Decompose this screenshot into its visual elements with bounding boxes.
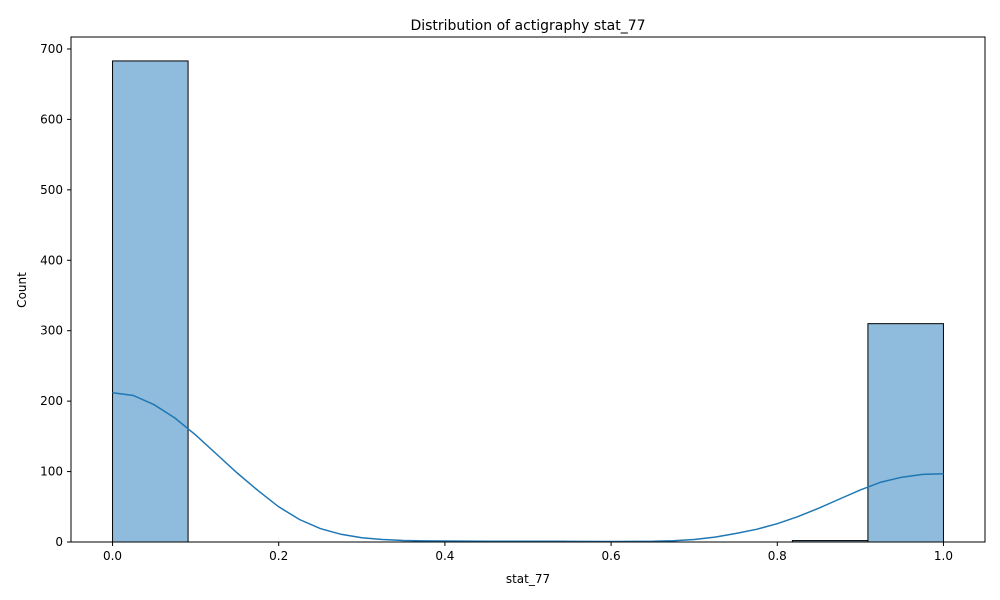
x-tick-label: 0.2 [269, 549, 288, 563]
y-tick-label: 500 [40, 183, 63, 197]
y-axis-ticks: 0 100 200 300 400 500 600 700 [40, 42, 71, 549]
y-tick-label: 0 [55, 535, 63, 549]
y-tick-label: 100 [40, 465, 63, 479]
x-axis-label: stat_77 [506, 572, 550, 586]
histogram-bar [867, 323, 944, 543]
chart-title: Distribution of actigraphy stat_77 [410, 18, 645, 34]
histogram-bar [112, 60, 189, 543]
x-tick-label: 1.0 [934, 549, 953, 563]
y-tick-label: 300 [40, 324, 63, 338]
x-tick-label: 0.0 [103, 549, 122, 563]
x-tick-label: 0.6 [602, 549, 621, 563]
y-tick-label: 600 [40, 112, 63, 126]
plot-frame [70, 36, 986, 543]
y-tick-label: 700 [40, 42, 63, 56]
y-tick-label: 400 [40, 253, 63, 267]
y-axis-label: Count [15, 272, 29, 308]
y-tick-label: 200 [40, 394, 63, 408]
x-tick-label: 0.8 [768, 549, 787, 563]
kde-curve [112, 391, 944, 543]
x-tick-label: 0.4 [435, 549, 454, 563]
histogram-bars [112, 60, 944, 543]
x-axis-ticks: 0.0 0.2 0.4 0.6 0.8 1.0 [103, 542, 953, 563]
